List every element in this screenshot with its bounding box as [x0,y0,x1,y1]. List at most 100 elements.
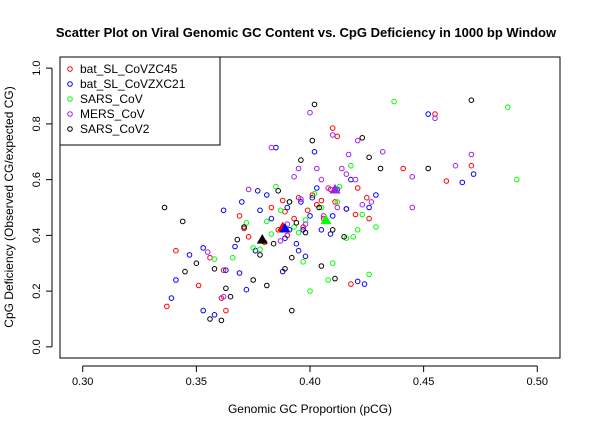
legend-label: bat_SL_CoVZXC21 [80,77,186,91]
data-point [264,282,270,289]
data-point [336,183,343,190]
data-point [359,201,366,208]
data-point [314,185,320,191]
data-point [459,179,466,186]
data-point [223,307,229,314]
data-point [339,165,345,172]
data-point [236,270,243,276]
y-axis-label: CpG Deficiency (Observed CG/expected CG) [2,86,16,327]
data-point [318,263,325,269]
data-point [161,204,168,211]
legend: bat_SL_CoVZC45bat_SL_CoVZXC21SARS_CoVMER… [59,56,221,146]
data-point [425,165,432,172]
data-point [234,236,241,243]
data-point [223,285,229,292]
data-point [268,204,275,211]
data-point [318,197,325,204]
legend-marker [67,111,73,117]
highlight-triangle [279,222,291,233]
data-point [345,151,352,158]
data-point [352,211,359,218]
data-point [211,266,218,272]
data-point [264,192,270,198]
data-point [250,277,256,283]
data-point [352,176,359,183]
data-point [168,295,175,301]
x-axis-label: Genomic GC Proportion (pCG) [228,402,392,416]
data-point [400,165,407,172]
data-point [329,213,336,219]
data-point [366,204,372,211]
data-point [334,199,341,205]
data-point [232,243,238,250]
data-point [366,215,372,222]
data-point [311,190,318,197]
data-point [468,97,475,103]
data-point [250,245,256,251]
x-axis: 0.30 0.35 0.40 0.45 0.50 [72,365,548,388]
legend-box [59,56,221,146]
legend-marker [67,96,73,102]
legend-label: SARS_CoV2 [80,122,150,136]
data-point [243,220,250,226]
data-point [254,188,261,194]
data-point [277,238,284,244]
data-point [179,218,186,225]
data-point [311,149,318,155]
data-point [302,221,309,227]
y-tick-label: 0.0 [31,339,43,354]
data-point [409,174,416,180]
data-point [275,188,282,194]
data-point [298,196,304,202]
data-point [329,132,336,138]
data-point [195,282,202,289]
data-point [334,204,341,211]
data-point [373,192,379,198]
legend-marker [67,81,73,87]
y-tick-label: 0.2 [31,283,43,298]
data-point [316,204,322,211]
data-point [302,229,309,236]
highlight-markers [256,183,341,244]
data-point [270,240,277,247]
data-point [300,259,307,265]
data-point [293,220,300,226]
data-point [377,165,384,172]
data-point [268,144,275,151]
x-tick-label: 0.45 [413,376,434,388]
data-point [298,157,304,163]
y-tick-label: 0.6 [31,172,43,187]
data-point [245,234,252,240]
data-point [211,312,218,318]
data-point [291,215,297,222]
highlight-triangle [320,214,332,225]
data-point [318,176,325,183]
data-point [295,229,302,236]
data-point [309,137,316,144]
legend-marker [67,126,73,132]
data-point [354,137,361,144]
y-tick-label: 1.0 [31,60,43,75]
data-point [273,183,279,190]
data-point [257,207,263,214]
data-point [366,271,372,278]
data-point [218,317,225,324]
data-point [325,277,332,283]
data-point [318,204,325,211]
data-point [236,213,243,219]
data-point [452,162,459,169]
data-point [514,176,520,183]
data-point [468,162,475,169]
data-point [264,218,270,225]
data-point [309,194,316,201]
data-point [164,303,170,310]
legend-label: MERS_CoV [80,107,145,121]
data-point [329,260,336,267]
data-point [286,199,293,205]
data-point [257,252,263,258]
y-tick-label: 0.8 [31,116,43,131]
data-point [207,316,213,322]
data-point [173,277,179,283]
data-point [220,293,227,300]
